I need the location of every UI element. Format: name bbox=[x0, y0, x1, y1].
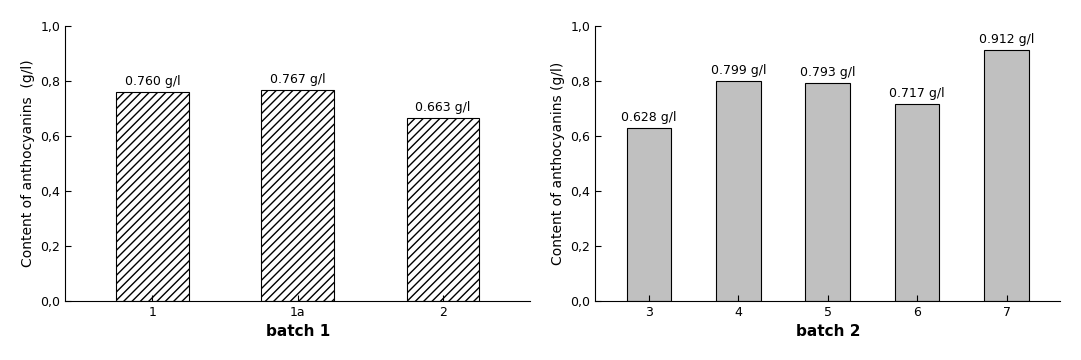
Text: 0.663 g/l: 0.663 g/l bbox=[415, 102, 470, 114]
X-axis label: batch 1: batch 1 bbox=[266, 324, 330, 339]
Text: 0.628 g/l: 0.628 g/l bbox=[622, 111, 677, 124]
Bar bbox=[627, 128, 671, 301]
Text: 0.767 g/l: 0.767 g/l bbox=[270, 73, 325, 86]
Y-axis label: Content of anthocyanins  (g/l): Content of anthocyanins (g/l) bbox=[21, 59, 35, 267]
Bar bbox=[716, 81, 761, 301]
Bar bbox=[805, 83, 850, 301]
Text: 0.717 g/l: 0.717 g/l bbox=[890, 86, 945, 99]
Bar bbox=[262, 90, 334, 301]
Bar bbox=[406, 118, 479, 301]
Text: 0.799 g/l: 0.799 g/l bbox=[710, 64, 766, 77]
Text: 0.912 g/l: 0.912 g/l bbox=[978, 33, 1035, 46]
Text: 0.760 g/l: 0.760 g/l bbox=[124, 75, 181, 88]
Bar bbox=[984, 50, 1029, 301]
Y-axis label: Content of anthocyanins (g/l): Content of anthocyanins (g/l) bbox=[551, 62, 565, 265]
Bar bbox=[895, 104, 939, 301]
Text: 0.793 g/l: 0.793 g/l bbox=[800, 66, 855, 78]
X-axis label: batch 2: batch 2 bbox=[796, 324, 860, 339]
Bar bbox=[116, 92, 189, 301]
